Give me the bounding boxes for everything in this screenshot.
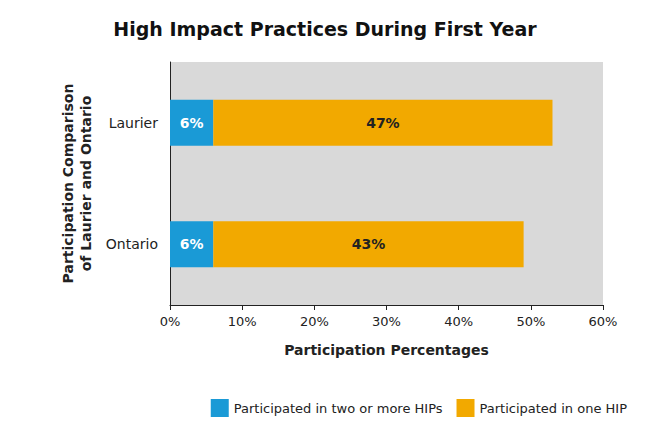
svg-text:6%: 6%	[180, 115, 204, 131]
svg-text:10%: 10%	[228, 314, 257, 329]
svg-text:40%: 40%	[444, 314, 473, 329]
svg-text:Participated in one HIP: Participated in one HIP	[480, 401, 628, 416]
svg-text:50%: 50%	[516, 314, 545, 329]
svg-text:Participation Comparison: Participation Comparison	[60, 84, 76, 284]
svg-text:Participation Percentages: Participation Percentages	[284, 342, 489, 358]
svg-text:47%: 47%	[366, 115, 400, 131]
svg-text:0%: 0%	[160, 314, 181, 329]
svg-text:of Laurier and Ontario: of Laurier and Ontario	[78, 95, 94, 271]
svg-text:6%: 6%	[180, 236, 204, 252]
svg-text:Ontario: Ontario	[106, 236, 158, 252]
svg-text:20%: 20%	[300, 314, 329, 329]
svg-text:60%: 60%	[589, 314, 618, 329]
svg-text:High Impact Practices During F: High Impact Practices During First Year	[113, 18, 537, 40]
svg-text:30%: 30%	[372, 314, 401, 329]
svg-text:Laurier: Laurier	[109, 115, 159, 131]
svg-text:43%: 43%	[352, 236, 386, 252]
svg-text:Participated in two or more HI: Participated in two or more HIPs	[234, 401, 443, 416]
